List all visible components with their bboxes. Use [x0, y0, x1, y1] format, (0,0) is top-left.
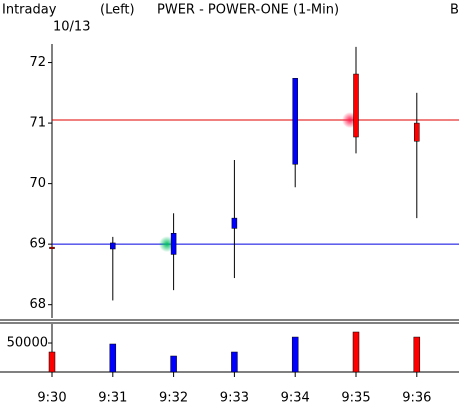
- candle-body: [292, 78, 298, 165]
- x-tick-label: 9:35: [341, 391, 370, 406]
- x-tick-label: 9:31: [98, 391, 127, 406]
- chart-title: PWER - POWER-ONE (1-Min): [157, 3, 339, 18]
- x-tick-label: 9:33: [220, 391, 249, 406]
- candle-body: [49, 246, 55, 249]
- subtitle: (Left): [100, 3, 135, 18]
- date-label: 10/13: [53, 20, 90, 35]
- volume-bar: [109, 343, 117, 373]
- candle-body: [414, 122, 420, 142]
- candle-body: [231, 217, 238, 229]
- volume-bar: [352, 331, 360, 373]
- y-tick-label: 70: [29, 176, 46, 191]
- x-tick-label: 9:36: [402, 391, 431, 406]
- x-tick-label: 9:30: [37, 391, 66, 406]
- volume-bar: [291, 336, 299, 373]
- candle-body: [110, 242, 116, 250]
- candle-body: [353, 73, 359, 138]
- volume-bar: [170, 355, 177, 373]
- y-tick-label: 69: [29, 237, 46, 252]
- corner-label: B: [450, 3, 459, 18]
- volume-bar: [231, 351, 238, 373]
- y-tick-label: 71: [29, 116, 46, 131]
- volume-bar: [48, 351, 56, 373]
- mode-label: Intraday: [2, 3, 57, 18]
- volume-bar: [413, 336, 421, 373]
- y-tick-label: 68: [29, 297, 46, 312]
- volume-tick-label: 50000: [7, 336, 48, 351]
- candle-body: [170, 233, 177, 255]
- x-tick-label: 9:34: [281, 391, 310, 406]
- y-tick-label: 72: [29, 55, 46, 70]
- x-tick-label: 9:32: [159, 391, 188, 406]
